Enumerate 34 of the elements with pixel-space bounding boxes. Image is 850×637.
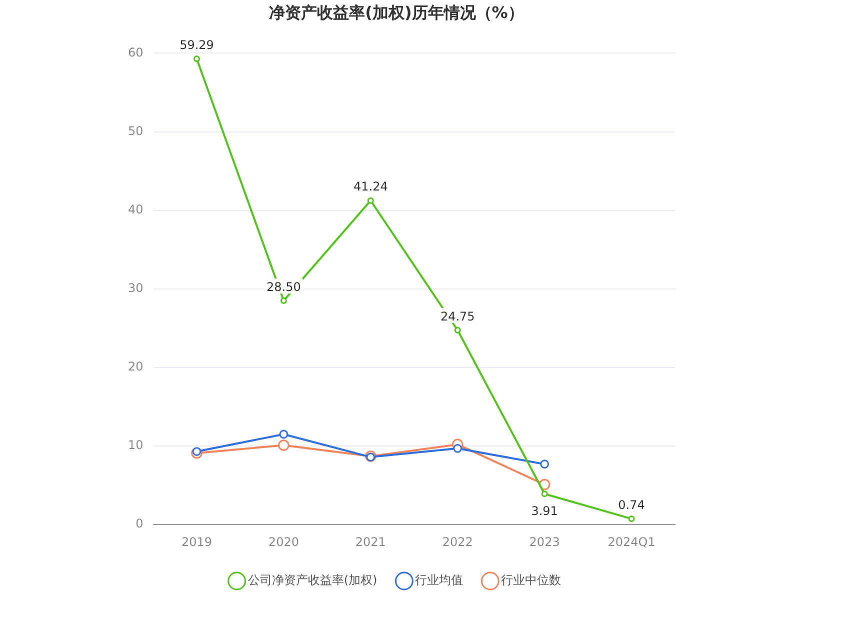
point: [192, 447, 202, 456]
point: [278, 440, 290, 451]
y-tick-label: 50: [128, 124, 144, 138]
legend-label: 行业均值: [415, 573, 464, 588]
data-label: 0.74: [618, 498, 645, 512]
x-tick-label: 2023: [529, 534, 560, 549]
data-label: 24.75: [440, 309, 475, 324]
y-tick-label: 30: [128, 281, 144, 296]
point: [541, 490, 548, 498]
x-tick-label: 2022: [442, 534, 473, 549]
x-tick-label: 2020: [268, 534, 299, 549]
point: [453, 444, 462, 453]
chart-title: 净资产收益率(加权)历年情况（%）: [269, 2, 524, 22]
y-tick-label: 60: [128, 45, 144, 60]
y-tick-label: 0: [136, 516, 144, 531]
x-tick-label: 2019: [181, 534, 212, 549]
point: [540, 460, 550, 469]
point: [280, 297, 287, 304]
y-tick-label: 40: [128, 202, 144, 216]
point: [193, 56, 200, 62]
y-tick-label: 10: [128, 438, 144, 452]
data-label: 28.50: [266, 280, 301, 294]
point: [279, 430, 288, 439]
point: [628, 516, 635, 522]
x-tick-label: 2024Q1: [608, 534, 656, 549]
point: [454, 326, 461, 334]
point: [367, 197, 374, 204]
legend-label: 公司净资产收益率(加权): [248, 573, 378, 588]
y-tick-label: 20: [128, 360, 144, 374]
data-label: 3.91: [531, 504, 558, 518]
data-label: 59.29: [180, 38, 214, 52]
legend-label: 行业中位数: [501, 573, 562, 588]
data-label: 41.24: [353, 180, 388, 194]
x-tick-label: 2021: [355, 534, 386, 549]
